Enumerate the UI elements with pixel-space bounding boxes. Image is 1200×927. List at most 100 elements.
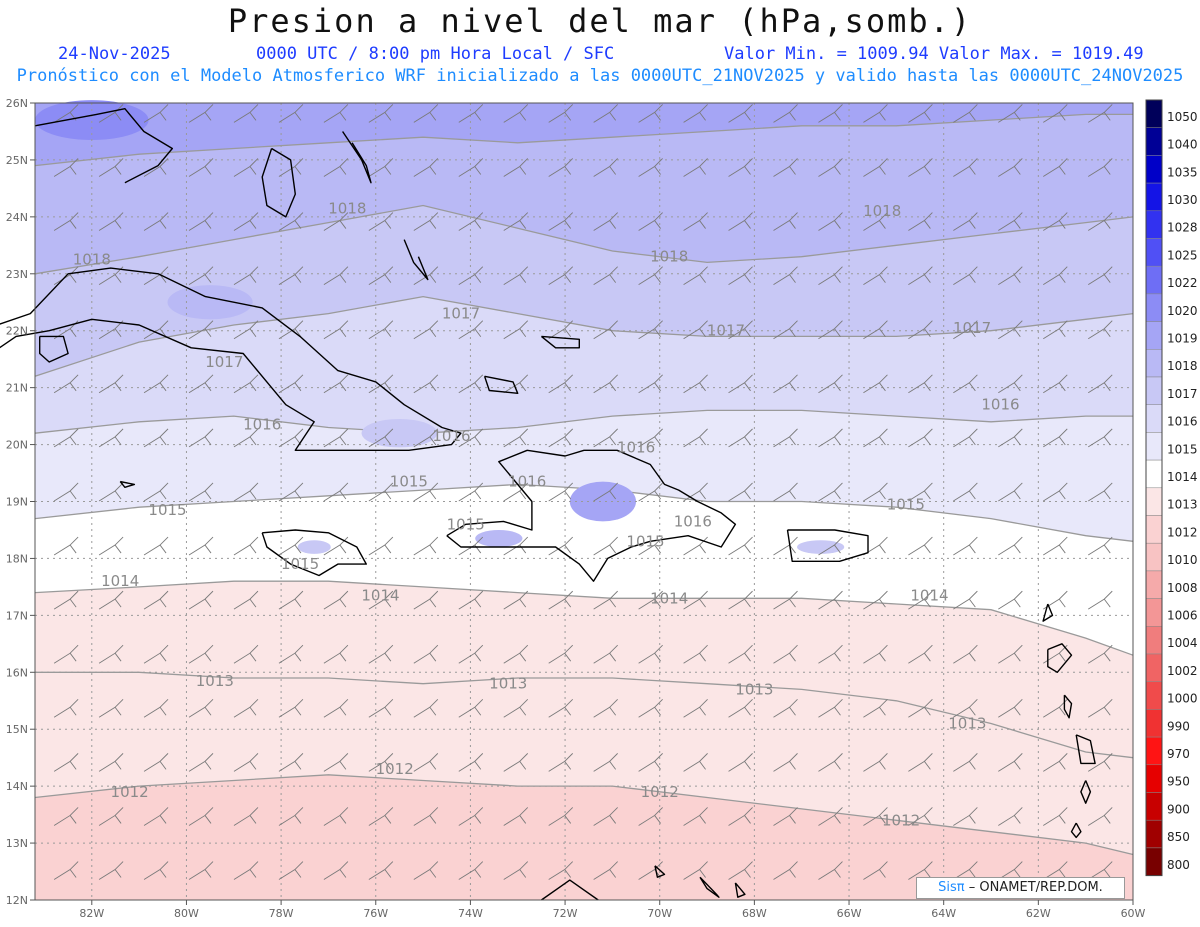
colorbar-swatch xyxy=(1145,487,1163,516)
wind-barb xyxy=(818,158,843,177)
wind-barb xyxy=(1088,320,1113,340)
coastline-cayman xyxy=(119,480,136,488)
colorbar-label: 1028 xyxy=(1167,221,1198,235)
wind-barb xyxy=(503,104,529,123)
wind-barb xyxy=(368,807,394,826)
wind-barb xyxy=(863,807,888,826)
coastline-hispaniola xyxy=(446,449,737,582)
colorbar-label: 1030 xyxy=(1167,193,1198,207)
wind-barb xyxy=(188,644,214,664)
wind-barb xyxy=(908,753,933,772)
wind-barb xyxy=(908,482,933,502)
wind-barb xyxy=(368,861,394,880)
colorbar-swatch xyxy=(1145,515,1163,544)
lon-label: 80W xyxy=(174,907,199,920)
wind-barb xyxy=(53,698,79,718)
colorbar-swatch xyxy=(1145,792,1163,821)
wind-barb xyxy=(773,482,798,502)
wind-barb xyxy=(728,374,753,394)
colorbar-label: 1040 xyxy=(1167,138,1198,152)
wind-barb xyxy=(368,104,394,123)
wind-barb xyxy=(53,590,79,610)
wind-barb xyxy=(188,374,214,394)
wind-barb xyxy=(683,428,708,448)
isobar-label: 1012 xyxy=(111,783,149,801)
coastline-south-america xyxy=(540,879,599,901)
wind-barb xyxy=(188,590,214,610)
wind-barb xyxy=(548,590,574,610)
colorbar-swatch xyxy=(1145,432,1163,461)
colorbar-swatch xyxy=(1145,265,1163,295)
wind-barb xyxy=(503,698,529,718)
colorbar-swatch xyxy=(1145,99,1163,128)
wind-barb xyxy=(638,104,663,123)
wind-barb xyxy=(863,698,888,718)
wind-barb xyxy=(323,158,349,177)
wind-barb xyxy=(548,536,574,556)
isobar-label: 1012 xyxy=(882,811,920,829)
wind-barb xyxy=(1088,212,1113,231)
lat-label: 13N xyxy=(6,837,28,850)
wind-barb xyxy=(1088,428,1113,448)
coastline-martinique xyxy=(1075,734,1096,765)
isobar-label: 1012 xyxy=(641,783,679,801)
wind-barb xyxy=(863,753,888,772)
isobar-label: 1016 xyxy=(981,396,1019,414)
wind-barb xyxy=(98,428,124,448)
wind-barb xyxy=(98,212,124,231)
wind-barb xyxy=(278,753,304,772)
coastline-isla-juventud xyxy=(39,335,69,363)
wind-barb xyxy=(773,104,798,123)
pressure-band-1017 xyxy=(35,205,1133,377)
lon-label: 76W xyxy=(363,907,388,920)
wind-barb xyxy=(233,753,259,772)
wind-barb xyxy=(413,212,439,231)
wind-barb xyxy=(953,212,978,231)
min-max-values: Valor Min. = 1009.94 Valor Max. = 1019.4… xyxy=(724,44,1144,64)
wind-barb xyxy=(413,536,439,556)
wind-barb xyxy=(278,861,304,880)
coastline-eleuthera xyxy=(342,131,372,184)
wind-barb xyxy=(818,104,843,123)
wind-barb xyxy=(863,861,888,880)
lon-label: 70W xyxy=(647,907,672,920)
lat-label: 22N xyxy=(6,325,28,338)
coastlines xyxy=(0,108,1096,901)
wind-barb xyxy=(1043,428,1068,448)
wind-barb xyxy=(593,212,618,231)
wind-barb xyxy=(998,644,1023,664)
colorbar-label: 1035 xyxy=(1167,165,1198,179)
lat-label: 21N xyxy=(6,382,28,395)
colorbar-label: 1014 xyxy=(1167,470,1198,484)
wind-barb xyxy=(323,590,349,610)
wind-barb xyxy=(368,698,394,718)
wind-barb xyxy=(548,698,574,718)
colorbar-swatch xyxy=(1145,293,1163,322)
pressure-band-1012b xyxy=(35,774,1133,900)
colorbar-swatch xyxy=(1145,459,1163,489)
wind-barb xyxy=(53,644,79,664)
wind-barb xyxy=(278,374,304,394)
coastline-lesser-antilles xyxy=(1042,603,1054,622)
wind-barb xyxy=(143,807,169,826)
wind-barb xyxy=(818,482,843,502)
wind-barb xyxy=(908,536,933,556)
wind-barb xyxy=(233,861,259,880)
wind-barb xyxy=(683,590,708,610)
terrain-patch xyxy=(297,540,331,554)
wind-barb xyxy=(863,374,888,394)
wind-barb xyxy=(98,861,124,880)
wind-barb xyxy=(143,590,169,610)
wind-barb xyxy=(728,212,753,231)
isobar-label: 1015 xyxy=(390,473,428,491)
wind-barb xyxy=(1043,266,1068,286)
coastline-inagua xyxy=(483,375,519,394)
wind-barb xyxy=(638,698,663,718)
credit-brand: Sisπ xyxy=(938,880,965,895)
wind-barb xyxy=(773,807,798,826)
wind-barb xyxy=(908,590,933,610)
lon-label: 82W xyxy=(79,907,104,920)
wind-barb xyxy=(593,753,618,772)
wind-barb xyxy=(728,266,753,286)
wind-barb xyxy=(818,536,843,556)
